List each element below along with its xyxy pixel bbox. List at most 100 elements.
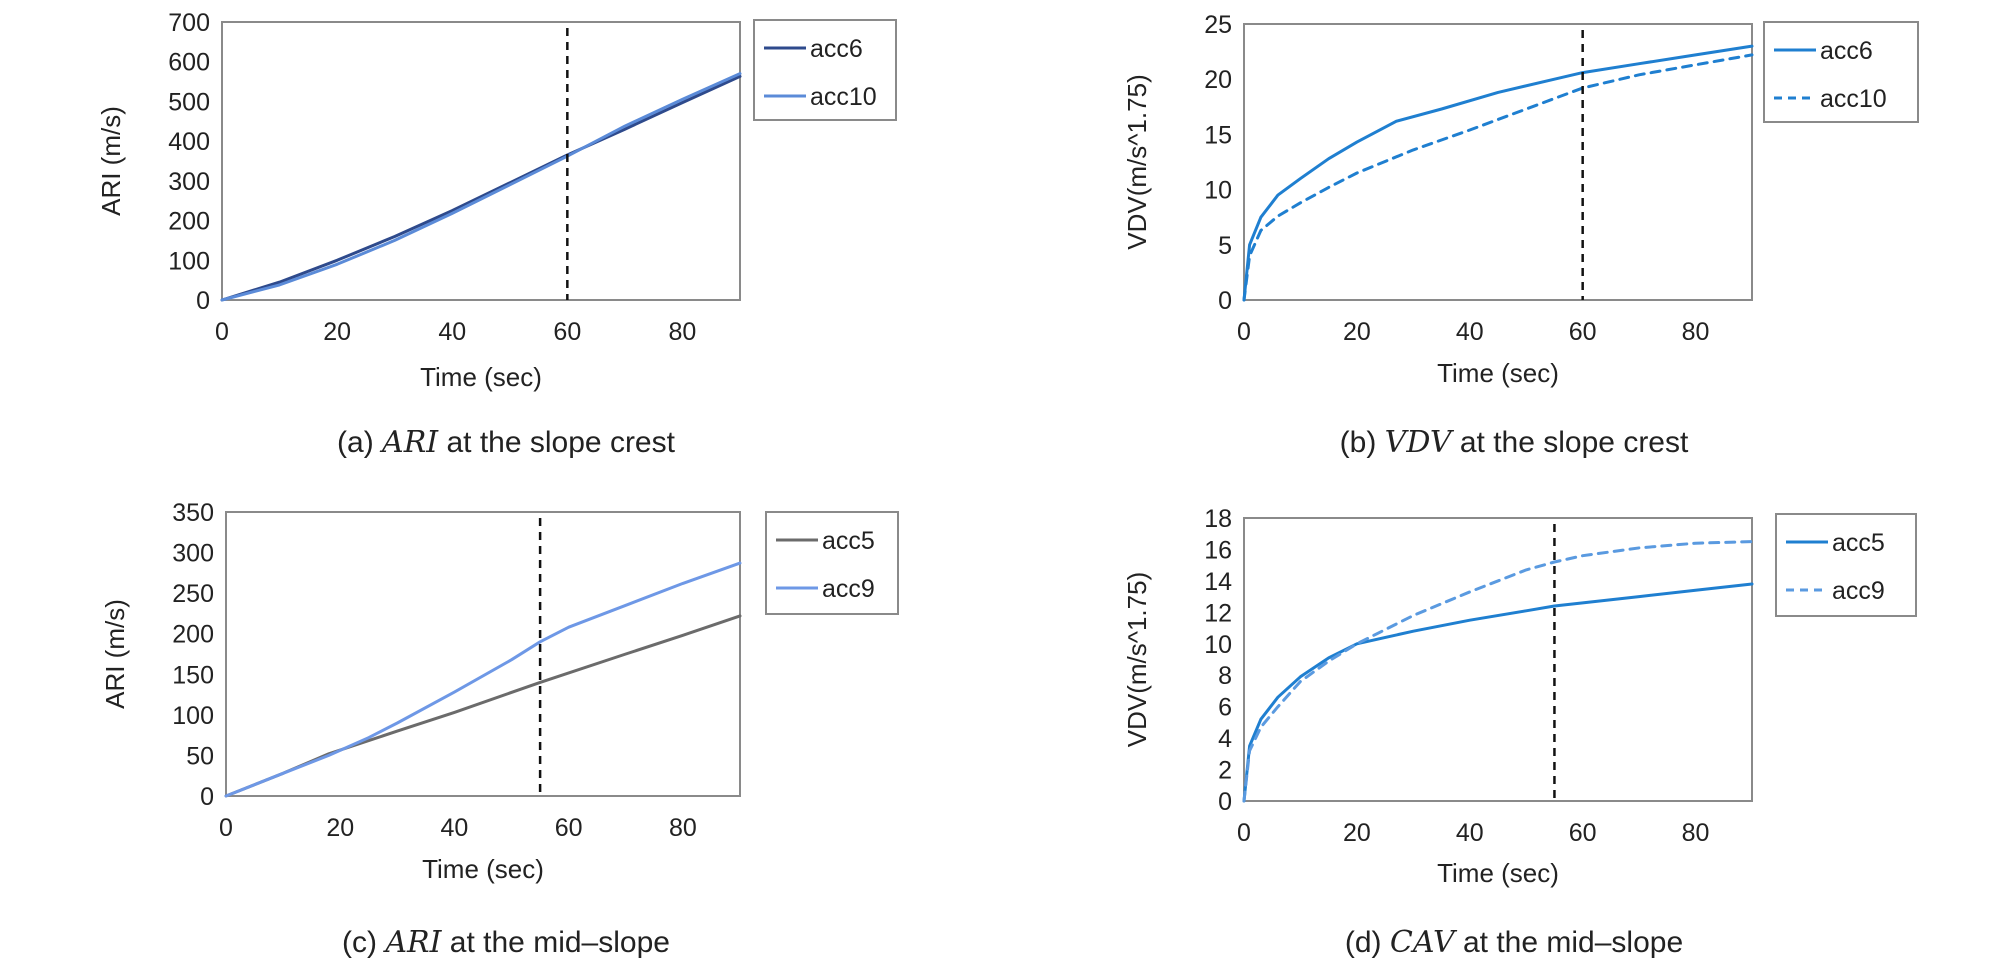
chart-a-y-tick-label: 300 (168, 168, 210, 196)
chart-a-caption-variable: ARI (379, 425, 439, 460)
chart-d-legend (1775, 513, 1917, 617)
chart-b-y-tick-label: 0 (1218, 287, 1232, 315)
chart-a-y-tick-label: 400 (168, 128, 210, 156)
chart-d-y-tick-label: 0 (1218, 788, 1232, 816)
chart-d-caption: (d) CAV at the mid–slope (1345, 925, 1683, 960)
chart-d-y-tick-label: 10 (1204, 631, 1232, 659)
chart-d-y-tick-label: 2 (1218, 757, 1232, 785)
chart-c-x-tick-label: 40 (441, 814, 469, 842)
chart-a-y-tick-label: 0 (196, 287, 210, 315)
chart-a-x-tick-label: 80 (669, 318, 697, 346)
chart-c-y-tick-label: 200 (172, 621, 214, 649)
chart-d-legend-label-acc5: acc5 (1832, 529, 1885, 557)
chart-c-x-tick-label: 0 (219, 814, 233, 842)
chart-a-x-tick-label: 40 (438, 318, 466, 346)
chart-a-series-acc6-line (220, 74, 742, 302)
chart-d-y-tick-label: 12 (1204, 599, 1232, 627)
chart-a-caption-suffix: at the slope crest (438, 426, 675, 459)
chart-c-caption-suffix: at the mid–slope (441, 926, 669, 959)
chart-a-y-tick-label: 700 (168, 9, 210, 37)
chart-c-y-tick-label: 300 (172, 540, 214, 568)
chart-a-x-tick-label: 0 (215, 318, 229, 346)
chart-d-y-axis-title: VDV(m/s^1.75) (1122, 572, 1152, 747)
chart-d-x-tick-label: 0 (1237, 819, 1251, 847)
chart-d-y-tick-label: 8 (1218, 662, 1232, 690)
chart-b-caption: (b) VDV at the slope crest (1340, 425, 1689, 460)
chart-b-legend-label-acc10: acc10 (1820, 85, 1887, 113)
chart-d-y-tick-label: 6 (1218, 694, 1232, 722)
chart-b-y-tick-label: 20 (1204, 66, 1232, 94)
chart-c-caption-variable: ARI (382, 925, 442, 960)
chart-b-legend (1763, 21, 1919, 123)
chart-d-legend-label-acc9: acc9 (1832, 577, 1885, 605)
chart-a-legend (753, 19, 897, 121)
chart-a-series-acc10-line (220, 72, 742, 302)
chart-b-series-acc6-line (1242, 44, 1754, 302)
chart-c-caption-prefix: (c) (342, 926, 385, 959)
chart-d-x-axis-title: Time (sec) (1437, 858, 1559, 888)
chart-d-y-tick-label: 4 (1218, 725, 1232, 753)
chart-b-y-tick-label: 25 (1204, 11, 1232, 39)
chart-a-y-tick-label: 500 (168, 88, 210, 116)
chart-c-y-tick-label: 100 (172, 702, 214, 730)
chart-c-legend-label-acc9: acc9 (822, 575, 875, 603)
chart-a-legend-label-acc10: acc10 (810, 83, 877, 111)
chart-a-x-tick-label: 20 (323, 318, 351, 346)
chart-a-y-axis-title: ARI (m/s) (96, 106, 126, 216)
chart-b-x-tick-label: 60 (1569, 318, 1597, 346)
chart-b-y-tick-label: 10 (1204, 177, 1232, 205)
chart-d-caption-suffix: at the mid–slope (1455, 926, 1683, 959)
chart-b-x-tick-label: 40 (1456, 318, 1484, 346)
chart-d-y-tick-label: 16 (1204, 536, 1232, 564)
chart-b-y-axis-title: VDV(m/s^1.75) (1122, 74, 1152, 249)
chart-c-legend (765, 511, 899, 615)
chart-c-y-tick-label: 50 (186, 742, 214, 770)
chart-d-x-tick-label: 60 (1569, 819, 1597, 847)
chart-c-x-tick-label: 80 (669, 814, 697, 842)
chart-c-caption: (c) ARI at the mid–slope (342, 925, 670, 960)
chart-c-series-acc9-line (224, 561, 742, 798)
chart-c-legend-label-acc5: acc5 (822, 527, 875, 555)
chart-b-caption-suffix: at the slope crest (1452, 426, 1689, 459)
chart-b-x-tick-label: 80 (1682, 318, 1710, 346)
chart-b-y-tick-label: 15 (1204, 121, 1232, 149)
chart-a-caption: (a) ARI at the slope crest (337, 425, 676, 460)
chart-b-plot-area (1243, 23, 1753, 301)
chart-d-y-tick-label: 14 (1204, 568, 1232, 596)
chart-d: 0 20 40 60 80 0 2 4 6 8 10 12 14 16 18 Time (sec) VDV(m/… (1122, 505, 1917, 960)
chart-c-plot-area (225, 511, 741, 797)
chart-c-y-tick-label: 0 (200, 783, 214, 811)
chart-b-x-tick-label: 20 (1343, 318, 1371, 346)
chart-b-series-acc10-line (1242, 53, 1754, 302)
chart-a-x-tick-label: 60 (553, 318, 581, 346)
chart-a-y-tick-label: 200 (168, 208, 210, 236)
chart-c-y-tick-label: 150 (172, 661, 214, 689)
chart-a-plot-area (221, 21, 741, 301)
chart-d-x-tick-label: 80 (1682, 819, 1710, 847)
chart-b-caption-variable: VDV (1385, 425, 1455, 460)
chart-b-caption-prefix: (b) (1340, 426, 1385, 459)
chart-c-x-tick-label: 60 (555, 814, 583, 842)
chart-b: 0 20 40 60 80 0 5 10 15 20 25 Time (sec) VDV(m/s^1.7… (1122, 11, 1919, 460)
chart-d-series-acc5-line (1242, 582, 1754, 803)
chart-d-x-tick-label: 20 (1343, 819, 1371, 847)
chart-d-plot-area (1243, 517, 1753, 802)
chart-a-legend-label-acc6: acc6 (810, 35, 863, 63)
chart-c-y-axis-title: ARI (m/s) (100, 599, 130, 709)
chart-a-x-axis-title: Time (sec) (420, 362, 542, 392)
chart-a: 0 20 40 60 80 0 100 200 300 400 500 600 700 Time (sec… (96, 9, 897, 460)
chart-c: 0 20 40 60 80 0 50 100 150 200 250 300 350 Time (sec)… (100, 499, 899, 960)
chart-b-x-tick-label: 0 (1237, 318, 1251, 346)
chart-c-x-axis-title: Time (sec) (422, 854, 544, 884)
chart-d-series-acc9-line (1242, 540, 1754, 803)
chart-a-y-tick-label: 600 (168, 49, 210, 77)
chart-d-y-tick-label: 18 (1204, 505, 1232, 533)
chart-b-legend-label-acc6: acc6 (1820, 37, 1873, 65)
chart-a-y-tick-label: 100 (168, 247, 210, 275)
chart-c-y-tick-label: 250 (172, 580, 214, 608)
chart-d-caption-prefix: (d) (1345, 926, 1390, 959)
chart-d-caption-variable: CAV (1390, 925, 1458, 960)
chart-b-x-axis-title: Time (sec) (1437, 358, 1559, 388)
chart-d-x-tick-label: 40 (1456, 819, 1484, 847)
